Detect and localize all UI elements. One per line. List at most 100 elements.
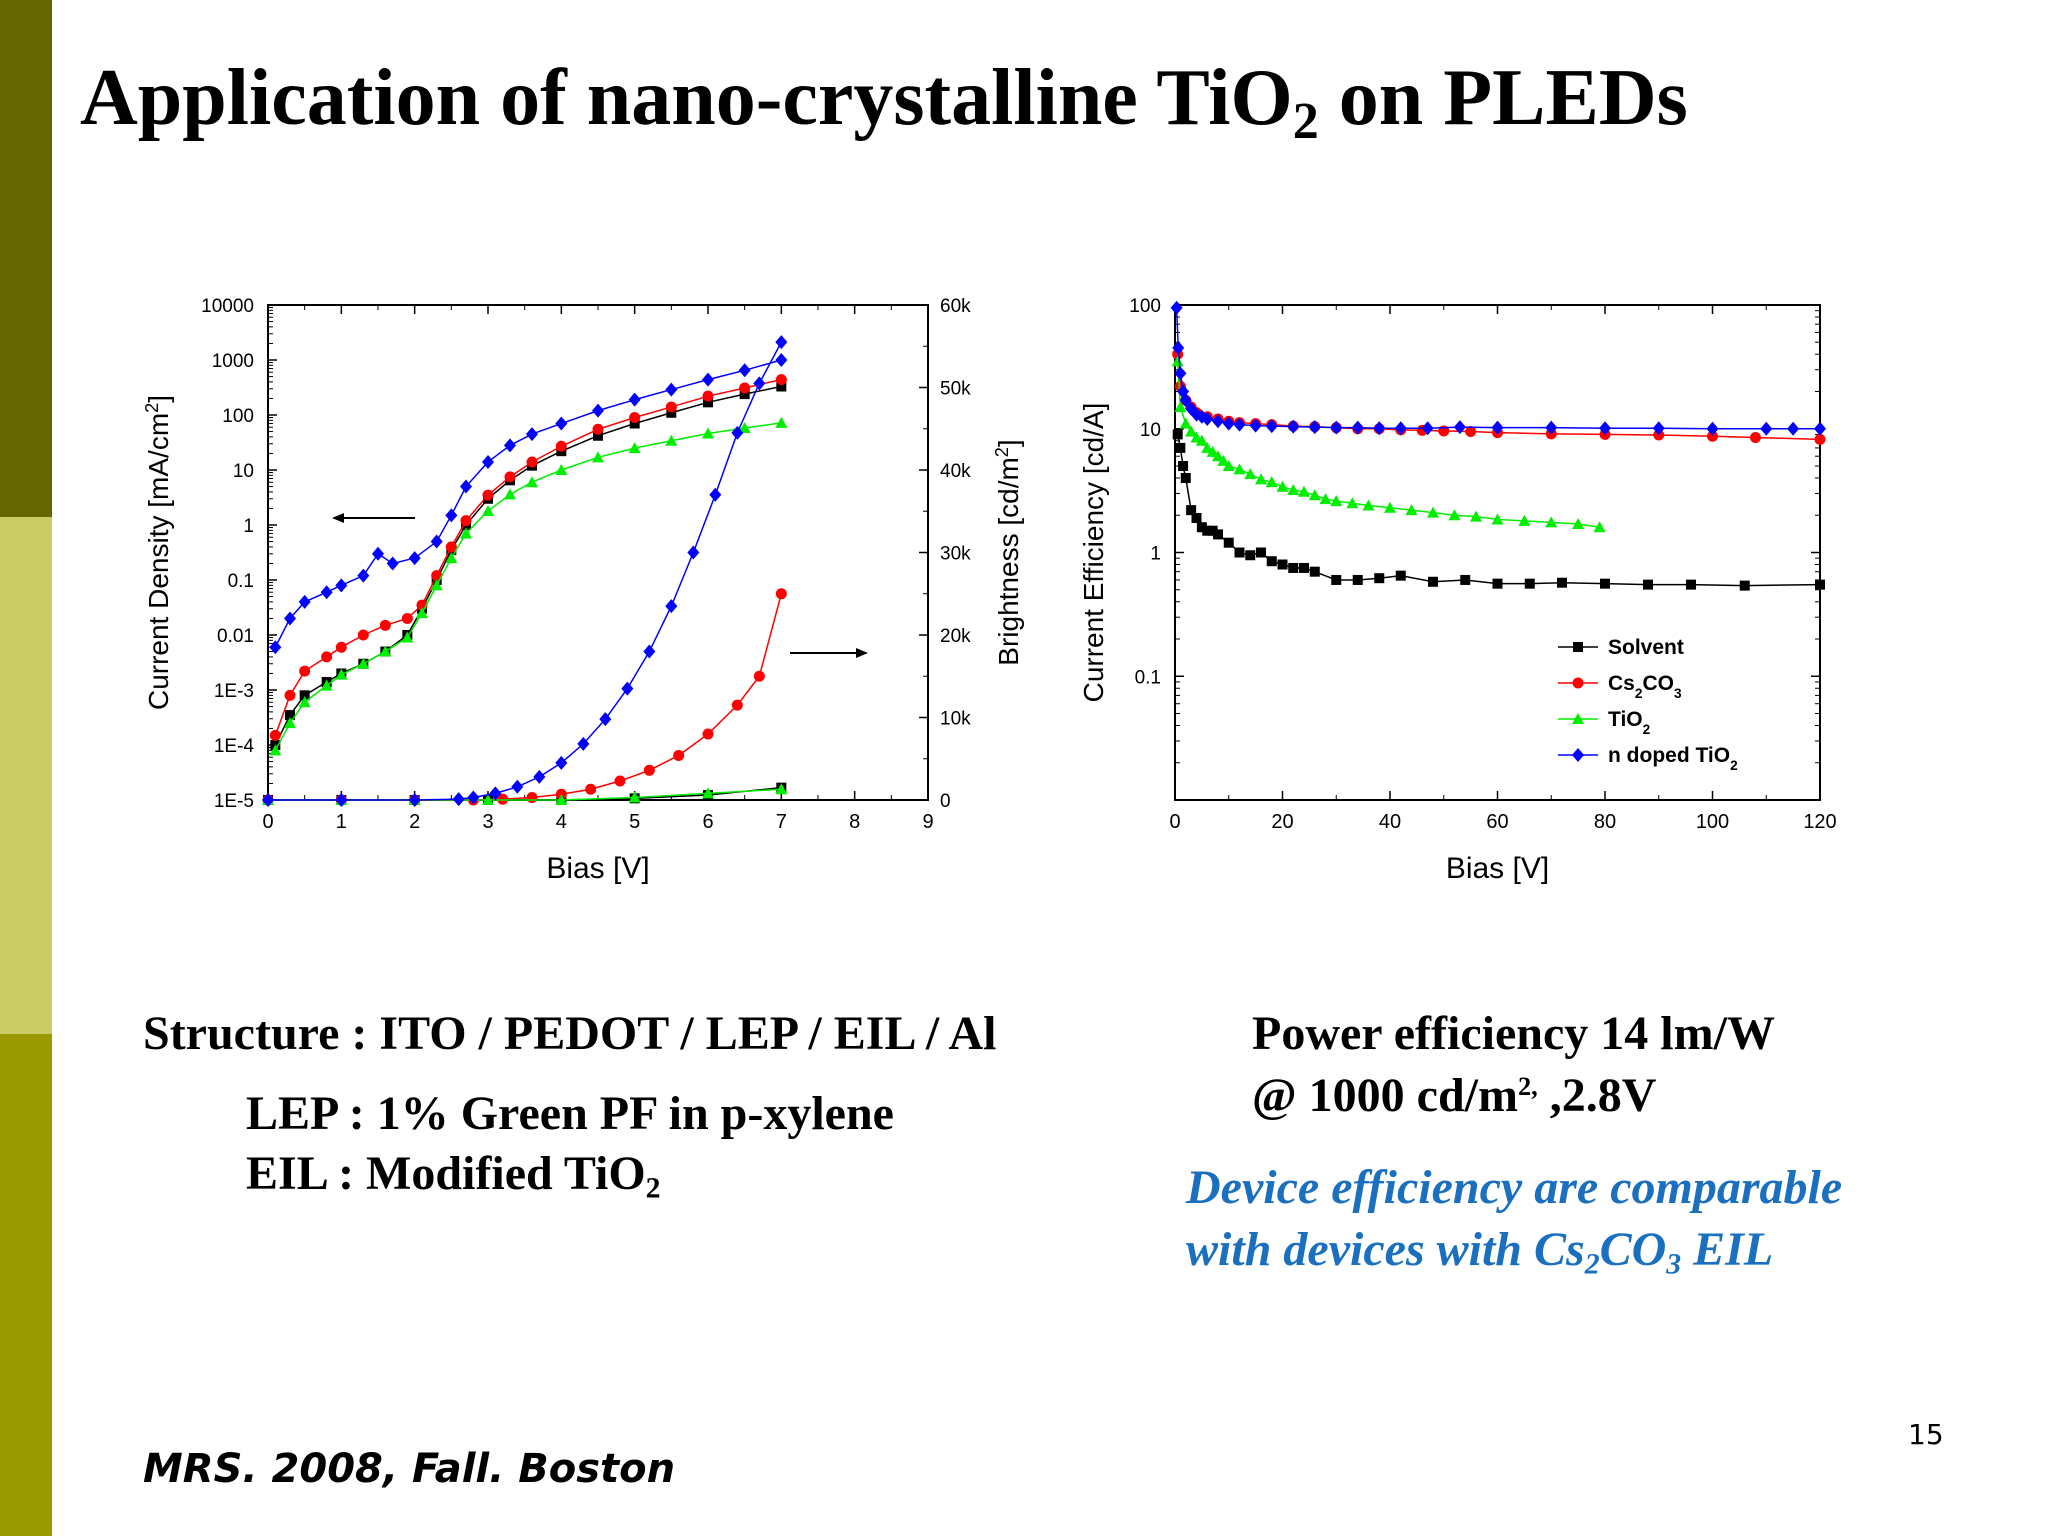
- data-point: [1245, 550, 1256, 561]
- data-point: [592, 451, 604, 463]
- y-right-tick-label: 50k: [940, 379, 971, 400]
- data-point: [673, 749, 685, 761]
- x-tick-label: 0: [262, 811, 273, 833]
- y-left-tick-label: 1000: [212, 351, 254, 372]
- data-point: [1195, 434, 1208, 446]
- data-point: [1256, 547, 1266, 558]
- data-point: [1707, 430, 1718, 442]
- data-point: [482, 504, 494, 516]
- data-point: [526, 792, 538, 804]
- x-tick-label: 60: [1486, 811, 1508, 833]
- data-point: [269, 729, 281, 741]
- legend-label: Solvent: [1608, 636, 1684, 659]
- data-point: [1299, 562, 1309, 573]
- x-tick-label: 6: [702, 811, 713, 833]
- data-point: [1330, 495, 1343, 507]
- data-point: [298, 696, 311, 708]
- data-point: [489, 786, 502, 801]
- data-point: [335, 668, 348, 680]
- data-point: [1405, 504, 1418, 516]
- data-point: [482, 794, 494, 805]
- data-point: [269, 744, 282, 756]
- data-point: [775, 783, 788, 795]
- data-point: [555, 464, 568, 475]
- data-point: [445, 552, 458, 564]
- y-left-tick-label: 1: [243, 516, 254, 537]
- data-point: [1706, 421, 1719, 436]
- data-point: [1593, 521, 1606, 533]
- data-point: [1171, 355, 1184, 367]
- data-point: [1572, 517, 1585, 529]
- data-point: [1524, 578, 1535, 589]
- data-point: [482, 489, 494, 501]
- data-point: [1180, 472, 1191, 483]
- data-point: [666, 407, 677, 418]
- data-point: [1308, 489, 1321, 501]
- data-point: [511, 779, 524, 794]
- data-point: [284, 689, 296, 701]
- data-point: [1213, 529, 1223, 540]
- data-point: [1557, 577, 1567, 588]
- data-point: [1453, 420, 1466, 435]
- data-point: [335, 793, 348, 807]
- data-point: [1652, 421, 1665, 436]
- left-arrow-head: [332, 513, 344, 523]
- data-point: [1331, 574, 1342, 585]
- data-point: [431, 570, 443, 582]
- data-point: [1212, 450, 1224, 462]
- data-point: [1172, 429, 1183, 440]
- data-point: [1255, 473, 1267, 485]
- data-point: [460, 527, 472, 539]
- data-point: [285, 710, 295, 721]
- data-point: [775, 353, 788, 367]
- x-tick-label: 0: [1169, 811, 1180, 833]
- data-point: [1814, 433, 1826, 445]
- y-right-tick-label: 40k: [940, 461, 971, 482]
- series-cs2co3-left: [269, 374, 787, 741]
- data-point: [1207, 525, 1218, 536]
- data-point: [320, 679, 333, 691]
- data-point: [703, 397, 713, 408]
- legend-marker: [1572, 677, 1584, 689]
- data-point: [709, 487, 722, 502]
- series-line: [274, 359, 782, 648]
- data-point: [1465, 426, 1477, 438]
- data-point: [1428, 576, 1438, 587]
- data-point: [298, 594, 311, 609]
- data-point: [1191, 513, 1202, 524]
- legend-marker: [1573, 642, 1583, 652]
- data-point: [467, 790, 480, 805]
- power-condition: @ 1000 cd/m2, ,2.8V: [1252, 1069, 1657, 1122]
- data-point: [629, 418, 640, 429]
- data-point: [269, 640, 282, 655]
- data-point: [386, 556, 399, 571]
- y-left-axis-label: Current Density [mA/cm2]: [142, 395, 174, 710]
- x-tick-label: 80: [1594, 811, 1616, 833]
- series-n_doped_tio2-left: [269, 353, 788, 655]
- data-point: [430, 579, 443, 591]
- data-point: [1201, 411, 1214, 426]
- y-left-tick-label: 100: [222, 406, 254, 427]
- data-point: [1287, 483, 1300, 495]
- y-right-tick-label: 20k: [940, 626, 971, 647]
- data-point: [299, 665, 311, 677]
- comparison-note-line1: Device efficiency are comparable: [1186, 1161, 1843, 1214]
- y-tick-label: 10: [1140, 420, 1161, 441]
- series-n_doped_tio2: [1170, 300, 1826, 436]
- legend-marker: [1572, 713, 1584, 724]
- data-point: [1265, 476, 1278, 488]
- y-left-tick-label: 0.01: [217, 626, 254, 647]
- data-point: [776, 381, 787, 392]
- data-point: [1599, 421, 1611, 436]
- y-left-tick-label: 1E-3: [214, 681, 254, 702]
- data-point: [1222, 416, 1235, 431]
- data-point: [1448, 509, 1461, 521]
- data-point: [320, 585, 333, 600]
- data-point: [775, 374, 787, 386]
- data-point: [1739, 580, 1750, 591]
- data-point: [379, 645, 392, 657]
- data-point: [702, 728, 714, 740]
- legend-label: Cs2CO3: [1608, 672, 1682, 701]
- data-point: [702, 427, 714, 439]
- data-point: [284, 717, 296, 729]
